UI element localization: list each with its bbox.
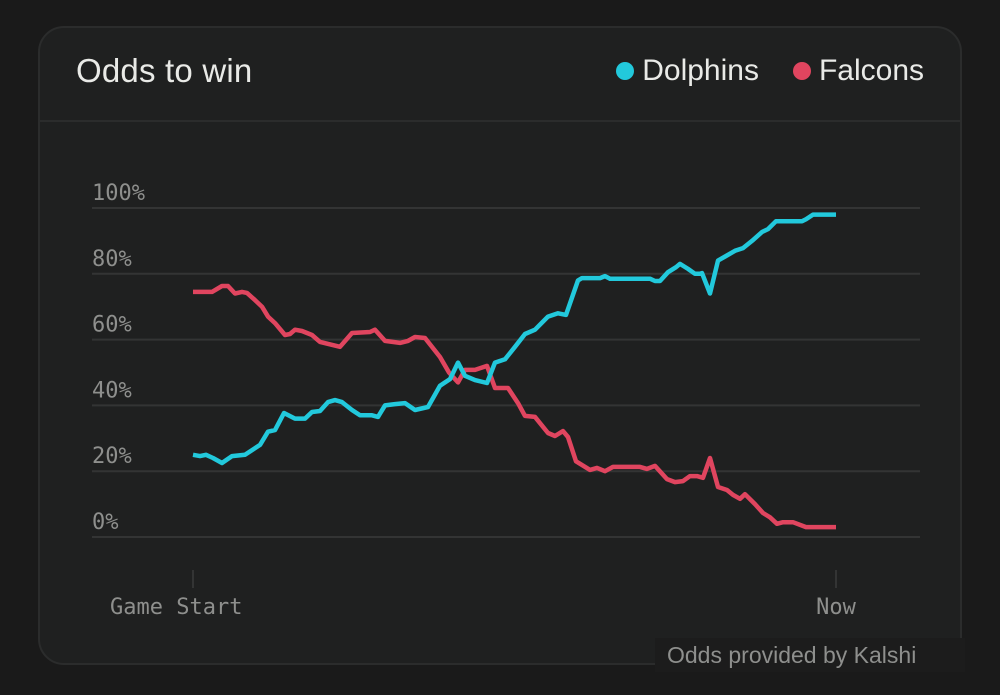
dolphins-dot-icon [616, 62, 635, 80]
legend-label-falcons: Falcons [818, 54, 924, 87]
legend-item-falcons: Falcons [792, 54, 924, 88]
y-tick-label: 0% [92, 510, 119, 535]
legend: Dolphins Falcons [616, 54, 924, 88]
y-tick-label: 80% [92, 247, 132, 272]
x-label-now: Now [816, 595, 856, 620]
x-label-game-start: Game Start [110, 595, 242, 620]
gridlines [92, 207, 920, 538]
card-header: Odds to win Dolphins Falcons [40, 28, 960, 122]
series-line-dolphins [192, 212, 836, 466]
series-line-falcons [193, 283, 836, 530]
odds-credit: Odds provided by Kalshi [655, 638, 965, 672]
y-tick-label: 20% [92, 444, 132, 469]
legend-item-dolphins: Dolphins [616, 54, 759, 88]
odds-card: Odds to win Dolphins Falcons [38, 26, 962, 665]
legend-label-dolphins: Dolphins [642, 54, 759, 87]
series-lines [192, 212, 836, 530]
y-tick-label: 40% [92, 378, 132, 403]
y-tick-label: 60% [92, 313, 132, 338]
falcons-dot-icon [792, 62, 811, 80]
y-tick-label: 100% [92, 181, 145, 206]
y-axis-labels: 0% 20% 40% 60% 80% 100% [92, 181, 145, 535]
chart-title: Odds to win [76, 52, 253, 89]
